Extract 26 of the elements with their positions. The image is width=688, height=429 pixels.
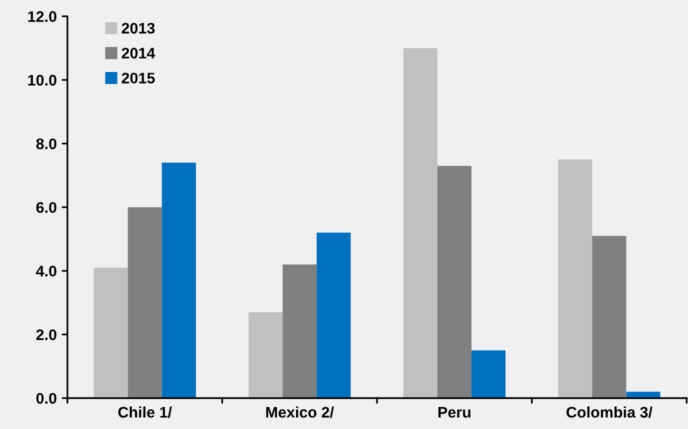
x-tick-label: Colombia 3/ — [566, 406, 652, 418]
bar — [128, 207, 162, 398]
bar — [162, 162, 196, 398]
bar — [94, 268, 128, 398]
bar — [626, 392, 660, 398]
x-tick-label: Peru — [438, 407, 470, 418]
bar — [403, 48, 438, 398]
x-tick-label: Chile 1/ — [118, 406, 172, 418]
y-tick-label: 8.0 — [36, 138, 56, 150]
bar — [282, 264, 317, 398]
x-tick-label: Mexico 2/ — [266, 406, 334, 418]
y-tick-label: 6.0 — [36, 202, 56, 213]
bar — [248, 312, 283, 398]
legend-label: 2014 — [122, 48, 156, 59]
bar — [592, 236, 626, 398]
legend-label: 2015 — [122, 72, 155, 84]
bar — [437, 166, 472, 398]
bar — [558, 159, 592, 398]
y-tick-label: 12.0 — [28, 11, 56, 22]
y-tick-label: 4.0 — [36, 266, 56, 277]
legend-label: 2013 — [122, 22, 155, 34]
y-tick-label: 10.0 — [28, 74, 56, 86]
bar — [316, 232, 351, 398]
y-tick-label: 0.0 — [36, 392, 56, 404]
y-tick-label: 2.0 — [36, 329, 56, 340]
bar — [471, 350, 506, 398]
